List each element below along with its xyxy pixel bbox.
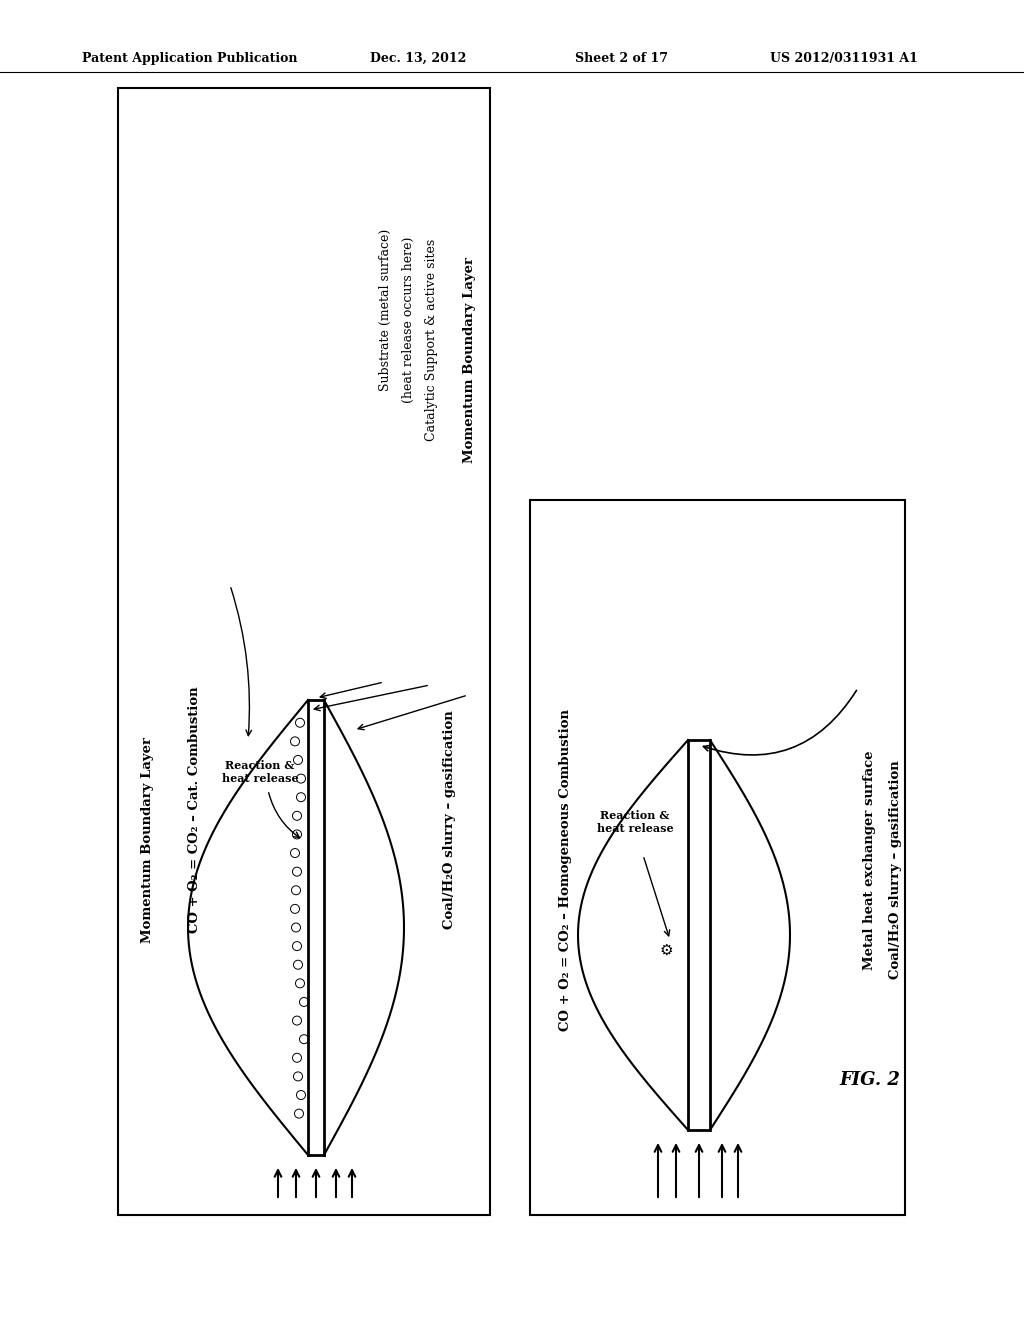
Text: (heat release occurs here): (heat release occurs here) [401,236,415,403]
Text: Reaction &
heat release: Reaction & heat release [221,760,298,784]
Text: CO + O₂ = CO₂ – Cat. Combustion: CO + O₂ = CO₂ – Cat. Combustion [188,686,202,933]
Bar [688,741,710,1130]
Bar [530,500,905,1214]
Text: FIG. 2: FIG. 2 [840,1071,900,1089]
Text: Patent Application Publication: Patent Application Publication [82,51,298,65]
Bar [118,88,490,1214]
Text: Metal heat exchanger surface: Metal heat exchanger surface [863,750,877,970]
Text: US 2012/0311931 A1: US 2012/0311931 A1 [770,51,918,65]
Text: Catalytic Support & active sites: Catalytic Support & active sites [426,239,438,441]
Text: Coal/H₂O slurry – gasification: Coal/H₂O slurry – gasification [443,710,457,929]
Text: ⚙: ⚙ [659,942,673,957]
Text: Substrate (metal surface): Substrate (metal surface) [379,228,391,391]
Text: Sheet 2 of 17: Sheet 2 of 17 [575,51,668,65]
Text: CO + O₂ = CO₂ – Homogeneous Combustion: CO + O₂ = CO₂ – Homogeneous Combustion [558,709,571,1031]
Text: Reaction &
heat release: Reaction & heat release [597,810,674,834]
Text: Coal/H₂O slurry – gasification: Coal/H₂O slurry – gasification [889,760,901,979]
Text: Momentum Boundary Layer: Momentum Boundary Layer [141,737,155,942]
Text: Dec. 13, 2012: Dec. 13, 2012 [370,51,466,65]
Text: Momentum Boundary Layer: Momentum Boundary Layer [464,257,476,463]
